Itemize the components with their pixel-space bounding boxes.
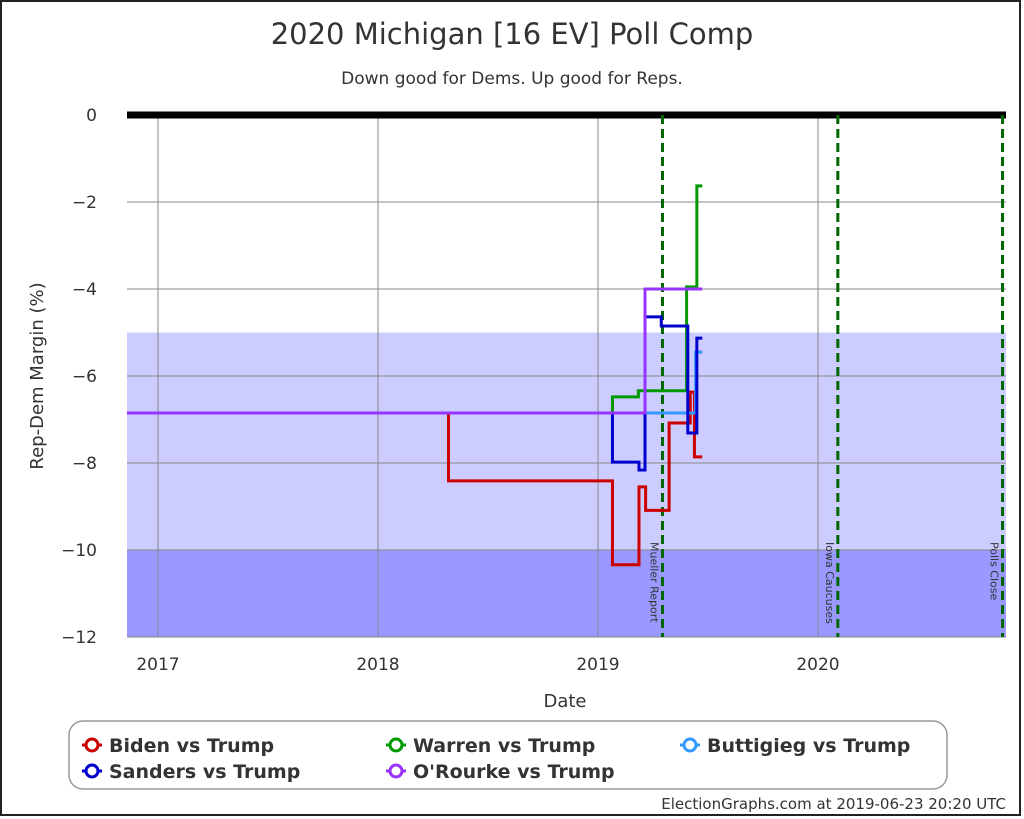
x-axis-label: Date	[543, 691, 586, 712]
legend-item[interactable]: Buttigieg vs Trump	[680, 735, 910, 757]
band-0	[127, 332, 1006, 550]
legend-item[interactable]: Biden vs Trump	[82, 735, 274, 757]
legend-item[interactable]: Warren vs Trump	[386, 735, 595, 757]
x-tick-label: 2019	[576, 655, 619, 675]
event-label: Polls Close	[988, 542, 1001, 601]
event-label: Mueller Report	[647, 542, 660, 623]
legend-label: Buttigieg vs Trump	[707, 735, 910, 757]
legend-marker-circle-icon	[388, 737, 404, 753]
y-tick-label: 0	[86, 106, 97, 126]
y-tick-label: −6	[72, 367, 97, 387]
legend-label: Sanders vs Trump	[109, 761, 300, 783]
legend-marker-circle-icon	[84, 737, 100, 753]
legend-item[interactable]: O'Rourke vs Trump	[386, 761, 615, 783]
event-label: Iowa Caucuses	[823, 542, 836, 624]
legend-label: O'Rourke vs Trump	[413, 761, 615, 783]
legend-marker-circle-icon	[682, 737, 698, 753]
band-1	[127, 550, 1006, 637]
series-line-biden	[127, 390, 703, 567]
chart-subtitle: Down good for Dems. Up good for Reps.	[341, 69, 683, 89]
y-tick-label: −2	[72, 193, 97, 213]
y-tick-label: −8	[72, 454, 97, 474]
legend	[68, 720, 948, 790]
x-tick-label: 2017	[136, 655, 179, 675]
x-tick-label: 2018	[356, 655, 399, 675]
footer-credit: ElectionGraphs.com at 2019-06-23 20:20 U…	[661, 795, 1006, 813]
y-tick-label: −4	[72, 280, 97, 300]
x-tick-label: 2020	[796, 655, 839, 675]
legend-label: Warren vs Trump	[413, 735, 595, 757]
plot-area: 0 −2 −4 −6 −8 −10 −12 2017 2018 2019 2020 Mueller R…	[61, 106, 1006, 675]
series-line-sanders	[127, 315, 703, 472]
legend-item[interactable]: Sanders vs Trump	[82, 761, 300, 783]
y-tick-label: −12	[61, 628, 97, 648]
legend-marker-circle-icon	[388, 763, 404, 779]
y-axis-label: Rep-Dem Margin (%)	[27, 282, 48, 469]
series-line-warren	[127, 184, 703, 415]
y-tick-label: −10	[61, 541, 97, 561]
legend-label: Biden vs Trump	[109, 735, 274, 757]
legend-marker-circle-icon	[84, 763, 100, 779]
chart-title: 2020 Michigan [16 EV] Poll Comp	[271, 17, 754, 51]
